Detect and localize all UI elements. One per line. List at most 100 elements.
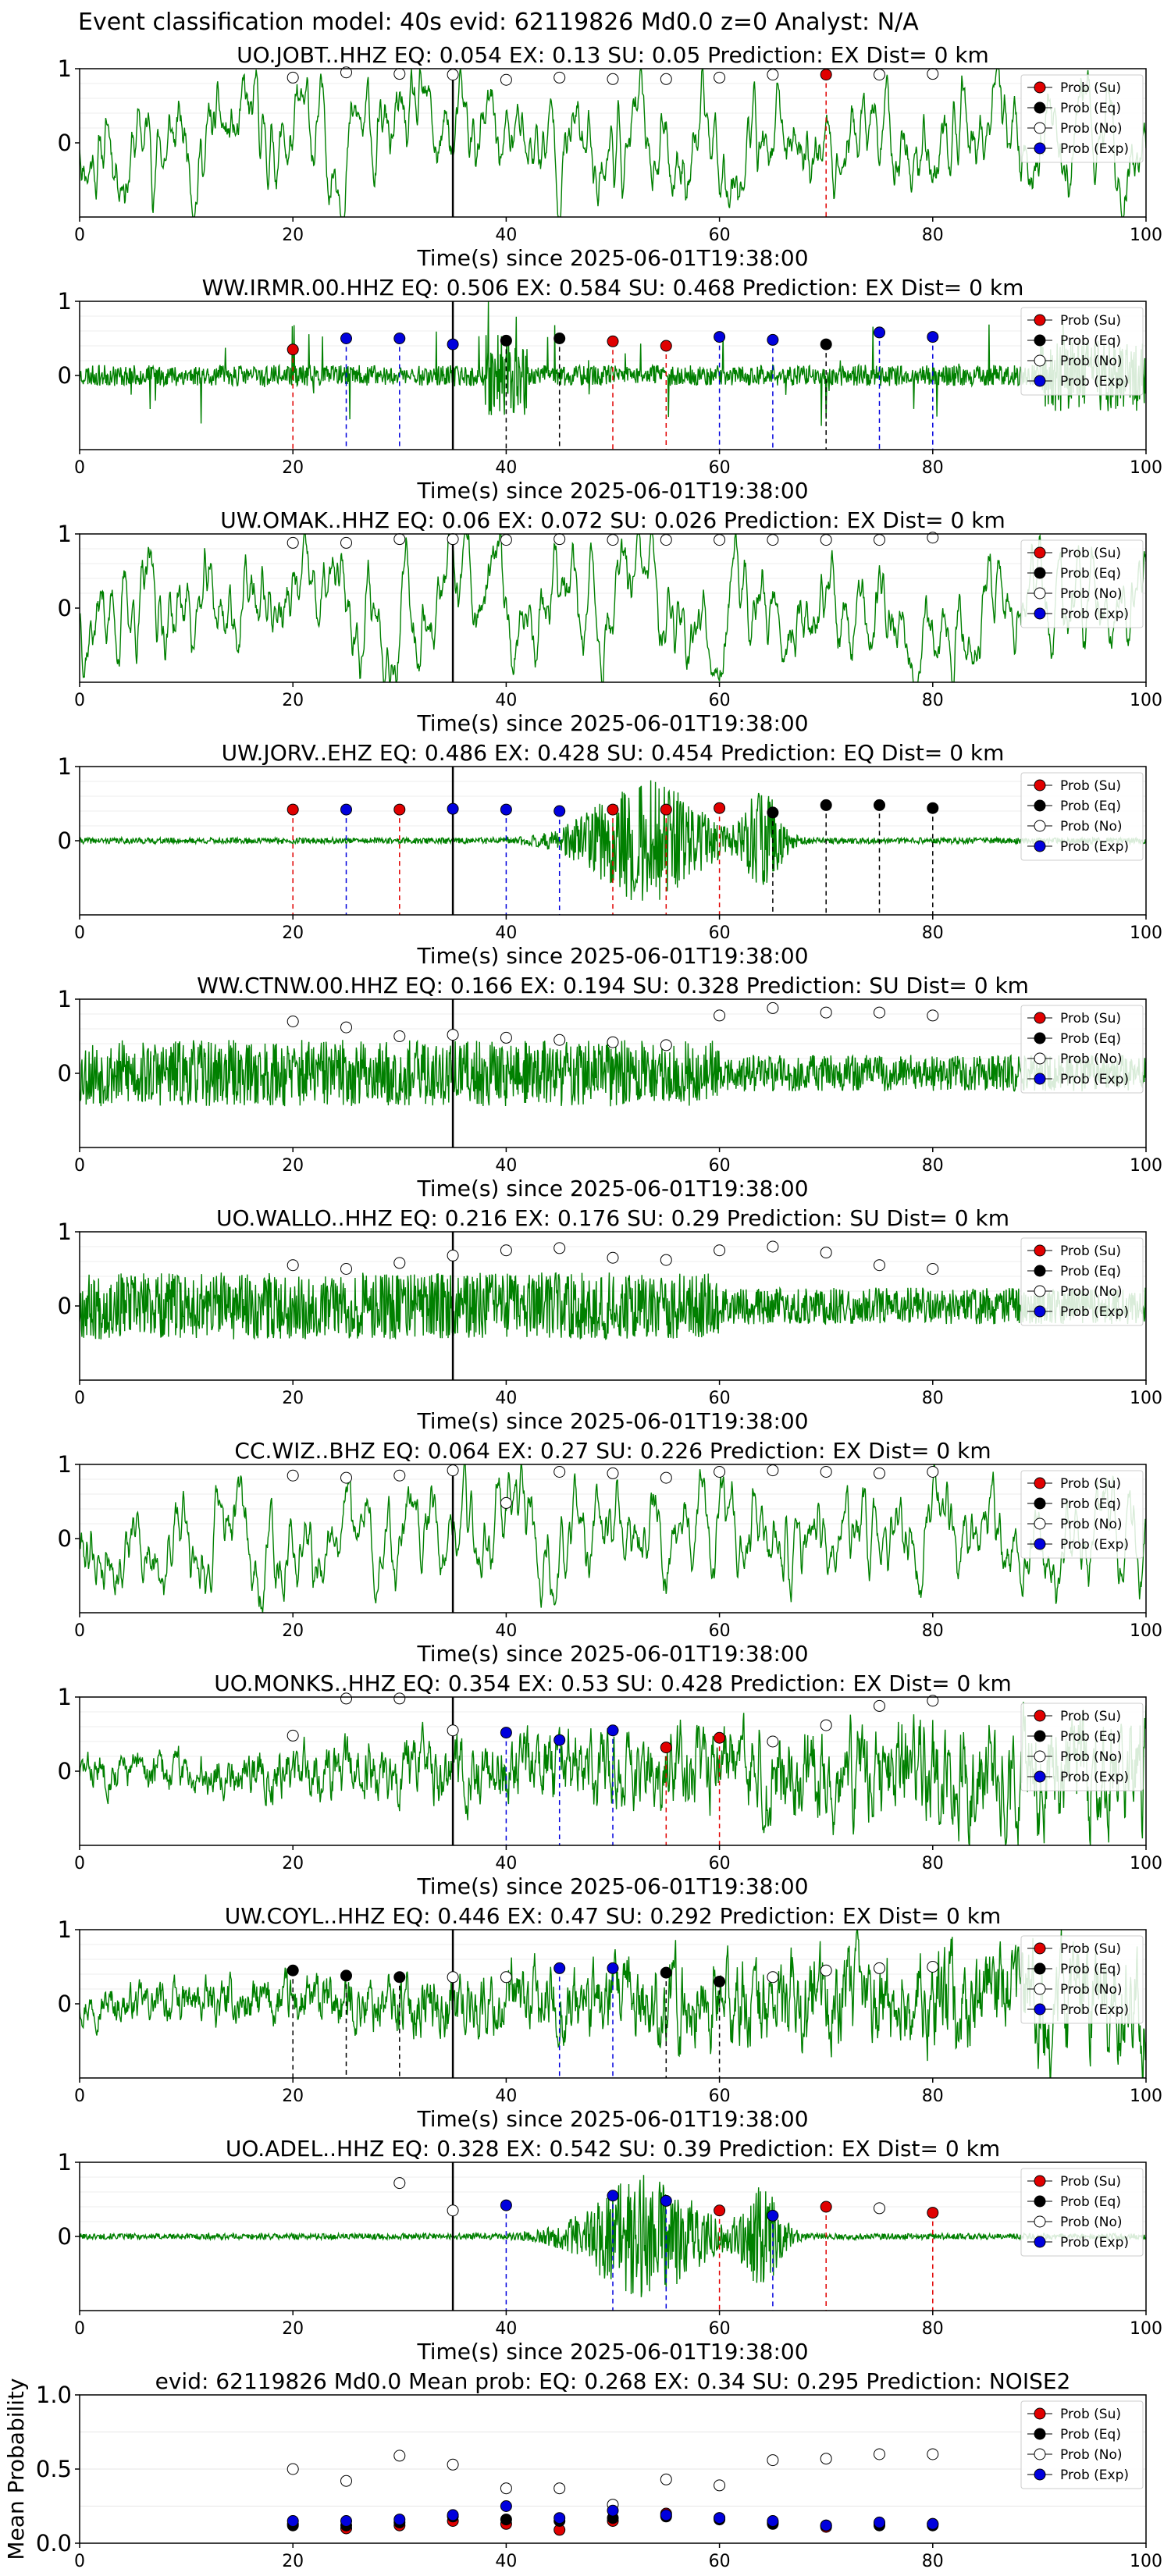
x-tick-label: 0	[74, 458, 85, 478]
x-tick-label: 20	[282, 2552, 304, 2571]
x-axis-label: Time(s) since 2025-06-01T19:38:00	[416, 245, 808, 271]
legend-label: Prob (Eq)	[1060, 101, 1121, 116]
x-tick-label: 0	[74, 1156, 85, 1176]
x-tick-label: 0	[74, 1389, 85, 1408]
prob-marker	[874, 69, 885, 81]
prob-marker	[393, 1469, 406, 1482]
prob-marker	[660, 1966, 672, 1979]
x-tick-label: 100	[1130, 923, 1162, 943]
legend-marker	[1034, 587, 1046, 600]
legend-marker	[1034, 1012, 1046, 1024]
mean-prob-marker	[660, 2509, 672, 2521]
x-tick-label: 40	[495, 1854, 517, 1873]
x-tick-label: 40	[495, 226, 517, 245]
legend-marker	[1034, 1730, 1046, 1742]
waveform-trace	[80, 1039, 1146, 1107]
panel-plot-area	[80, 1930, 1146, 2078]
prob-marker	[340, 1692, 352, 1705]
x-tick-label: 60	[709, 2552, 731, 2571]
prob-marker	[714, 1466, 726, 1478]
legend-label: Prob (Eq)	[1060, 566, 1121, 582]
panel-9: UO.ADEL..HHZ EQ: 0.328 EX: 0.542 SU: 0.3…	[58, 2136, 1162, 2364]
x-axis-label: Time(s) since 2025-06-01T19:38:00	[416, 478, 808, 503]
panel-plot-area	[80, 301, 1146, 450]
y-tick-label: 1	[58, 1219, 72, 1245]
mean-prob-marker	[874, 2448, 885, 2460]
panel-10: evid: 62119826 Md0.0 Mean prob: EQ: 0.26…	[3, 2368, 1162, 2571]
legend-label: Prob (Su)	[1060, 778, 1121, 794]
legend-label: Prob (No)	[1060, 121, 1123, 137]
prob-marker	[874, 1006, 885, 1019]
x-tick-label: 60	[709, 458, 731, 478]
prob-marker	[820, 1247, 832, 1259]
prob-marker	[607, 1962, 619, 1974]
prob-marker	[660, 803, 672, 816]
prob-marker	[927, 1263, 939, 1275]
x-tick-label: 100	[1130, 1156, 1162, 1176]
legend-label: Prob (Exp)	[1060, 2467, 1129, 2483]
x-tick-label: 100	[1130, 2087, 1162, 2106]
x-axis-label: Time(s) since 2025-06-01T19:38:00	[416, 2339, 808, 2364]
legend-marker	[1034, 1710, 1046, 1722]
panel-1: WW.IRMR.00.HHZ EQ: 0.506 EX: 0.584 SU: 0…	[58, 275, 1162, 503]
legend-marker	[1034, 142, 1046, 155]
prob-marker	[447, 1464, 459, 1477]
y-tick-label: 1	[58, 753, 72, 780]
legend-marker	[1034, 314, 1046, 326]
legend-marker	[1034, 1073, 1046, 1085]
prob-marker	[767, 69, 779, 81]
waveform-trace	[80, 1702, 1146, 1845]
panel-plot-area	[80, 1697, 1146, 1845]
prob-marker	[447, 1029, 459, 1041]
x-tick-label: 60	[709, 691, 731, 710]
prob-marker	[767, 1002, 779, 1014]
legend-label: Prob (Exp)	[1060, 2235, 1129, 2250]
x-tick-label: 0	[74, 923, 85, 943]
x-tick-label: 20	[282, 2319, 304, 2339]
prob-marker	[287, 1016, 299, 1027]
legend-marker	[1034, 1770, 1046, 1783]
mean-prob-marker	[447, 2509, 459, 2521]
legend-marker	[1034, 1032, 1046, 1044]
prob-marker	[820, 338, 832, 350]
prob-marker	[820, 2201, 832, 2213]
figure-title: Event classification model: 40s evid: 62…	[78, 9, 919, 36]
legend-label: Prob (Eq)	[1060, 1962, 1121, 1977]
legend-marker	[1034, 2195, 1046, 2208]
legend-label: Prob (No)	[1060, 354, 1123, 369]
prob-marker	[927, 68, 939, 80]
panel-8: UW.COYL..HHZ EQ: 0.446 EX: 0.47 SU: 0.29…	[58, 1903, 1162, 2132]
prob-marker	[874, 1962, 885, 1974]
waveform-trace	[80, 1272, 1146, 1340]
prob-marker	[553, 1242, 566, 1254]
legend-label: Prob (Eq)	[1060, 1264, 1121, 1279]
prob-marker	[874, 534, 885, 546]
prob-marker	[340, 333, 352, 344]
x-axis-label: Time(s) since 2025-06-01T19:38:00	[416, 1176, 808, 1201]
prob-marker	[820, 1466, 832, 1478]
prob-marker	[714, 1244, 726, 1257]
x-tick-label: 100	[1130, 1621, 1162, 1641]
x-tick-label: 20	[282, 691, 304, 710]
x-tick-label: 0	[74, 1621, 85, 1641]
legend-label: Prob (Exp)	[1060, 1072, 1129, 1087]
mean-prob-marker	[553, 2512, 566, 2524]
prob-marker	[500, 1031, 512, 1044]
prob-marker	[607, 1724, 619, 1737]
x-tick-label: 20	[282, 1854, 304, 1873]
prob-marker	[927, 532, 939, 544]
legend-label: Prob (Exp)	[1060, 141, 1129, 157]
legend-box	[1020, 772, 1144, 861]
x-tick-label: 100	[1130, 691, 1162, 710]
prob-marker	[874, 1699, 885, 1712]
prob-marker	[714, 2204, 726, 2217]
prob-marker	[393, 1971, 406, 1984]
mean-prob-marker	[714, 2512, 726, 2524]
legend-marker	[1034, 81, 1046, 94]
prob-marker	[874, 326, 885, 339]
legend-label: Prob (No)	[1060, 1749, 1123, 1765]
prob-marker	[927, 1695, 939, 1707]
legend-box	[1020, 307, 1144, 396]
legend-label: Prob (No)	[1060, 1982, 1123, 1998]
prob-marker	[714, 331, 726, 343]
